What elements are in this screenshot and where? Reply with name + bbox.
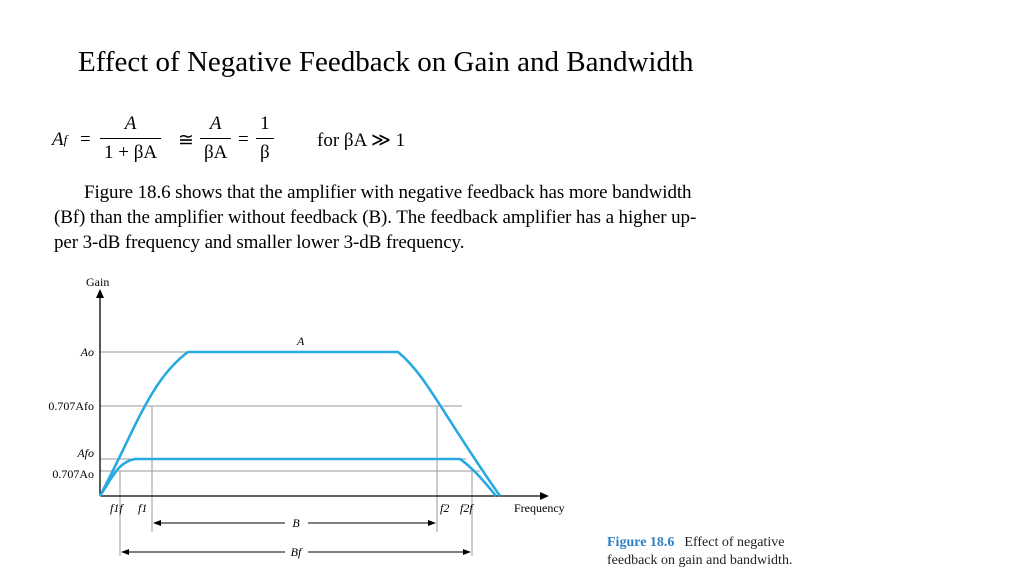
bf-arrow-left-head bbox=[121, 549, 129, 555]
lhs-subscript: f bbox=[63, 132, 68, 147]
fraction-3-denominator: β bbox=[260, 142, 270, 163]
caption-text: Effect of negative feedback on gain and … bbox=[607, 535, 793, 568]
fraction-1-numerator: A bbox=[124, 113, 137, 134]
fraction-3-bar bbox=[256, 138, 274, 139]
fraction-1: A 1 + βA bbox=[100, 112, 162, 165]
b-arrow-left-head bbox=[153, 520, 161, 526]
y-axis-label: Gain bbox=[86, 275, 109, 289]
fraction-2-numerator: A bbox=[209, 113, 222, 134]
level-label-707ao: 0.707Ao bbox=[52, 467, 94, 481]
curve-label-a: A bbox=[296, 334, 305, 348]
guide-lines bbox=[100, 351, 480, 556]
freq-label-f1: f1 bbox=[138, 501, 147, 515]
bandwidth-label-bf: Bf bbox=[291, 545, 303, 559]
explanation-paragraph: Figure 18.6 shows that the amplifier wit… bbox=[54, 180, 794, 255]
x-axis-arrow bbox=[540, 492, 549, 500]
paragraph-line-2: (Bf) than the amplifier without feedback… bbox=[54, 207, 697, 228]
bandwidth-label-b: B bbox=[292, 516, 300, 530]
paragraph-line-3: per 3-dB frequency and smaller lower 3-d… bbox=[54, 232, 465, 253]
axes bbox=[99, 296, 542, 497]
figure-caption: Figure 18.6 Effect of negative feedback o… bbox=[607, 534, 837, 570]
freq-label-f1f: f1f bbox=[110, 501, 124, 515]
feedback-gain-curve bbox=[98, 457, 498, 497]
level-label-afo: Afo bbox=[76, 446, 94, 460]
x-axis-label: Frequency bbox=[514, 501, 565, 515]
paragraph-line-1: Figure 18.6 shows that the amplifier wit… bbox=[84, 182, 692, 203]
equals-sign-2: = bbox=[238, 129, 249, 150]
slide-title: Effect of Negative Feedback on Gain and … bbox=[78, 46, 694, 78]
b-arrow-right-head bbox=[428, 520, 436, 526]
fraction-1-bar bbox=[100, 138, 162, 139]
equals-sign-1: = bbox=[80, 129, 91, 150]
freq-label-f2f: f2f bbox=[460, 501, 474, 515]
open-loop-gain-curve bbox=[98, 350, 502, 497]
bf-arrow-right-head bbox=[463, 549, 471, 555]
bandwidth-arrows bbox=[124, 522, 468, 553]
freq-label-f2: f2 bbox=[440, 501, 449, 515]
fraction-2-bar bbox=[200, 138, 232, 139]
fraction-1-denominator: 1 + βA bbox=[104, 142, 158, 163]
y-axis-arrow bbox=[96, 289, 104, 298]
equation-condition: for βA ≫ 1 bbox=[317, 129, 406, 151]
fraction-2: A βA bbox=[200, 112, 232, 165]
fraction-2-denominator: βA bbox=[204, 142, 228, 163]
level-label-707afo: 0.707Afo bbox=[48, 399, 94, 413]
fraction-3: 1 β bbox=[256, 112, 274, 165]
caption-label: Figure 18.6 bbox=[607, 535, 675, 550]
lhs-symbol: A bbox=[52, 129, 64, 150]
fraction-3-numerator: 1 bbox=[260, 113, 270, 134]
approx-sign: ≅ bbox=[178, 129, 194, 151]
level-label-ao: Ao bbox=[80, 345, 94, 359]
